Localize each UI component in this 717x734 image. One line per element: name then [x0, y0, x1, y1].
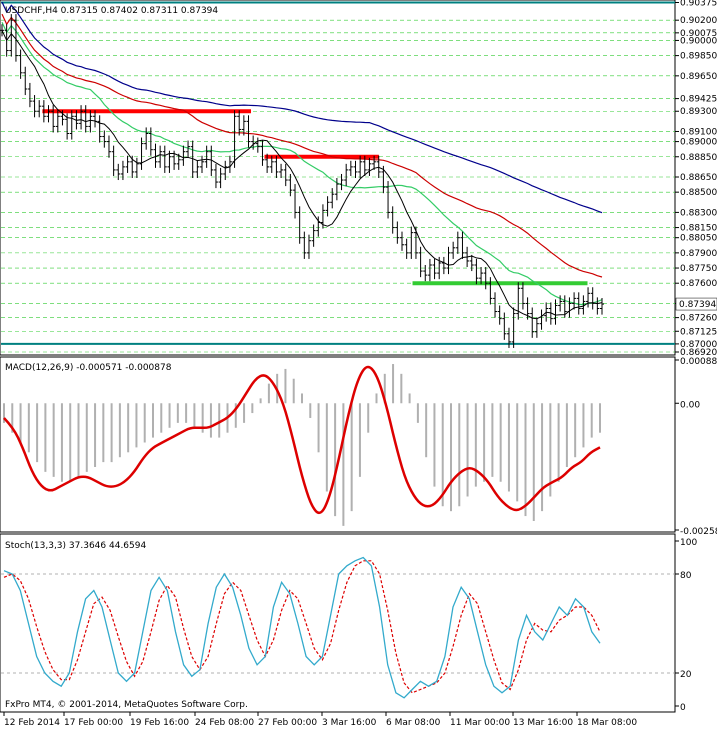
- time-label: 24 Feb 08:00: [195, 718, 254, 728]
- macd-signal-line: [3, 365, 601, 515]
- price-label: 0.88850: [680, 153, 717, 163]
- time-label: 6 Mar 08:00: [386, 718, 441, 728]
- stoch-label: 0: [680, 703, 686, 713]
- price-label: 0.89850: [680, 52, 717, 62]
- stoch-pane-title: Stoch(13,3,3) 37.3646 44.6594: [5, 541, 146, 551]
- ma-green-line: [1, 21, 603, 306]
- price-label: 0.89300: [680, 107, 717, 117]
- price-label: 0.89000: [680, 138, 717, 148]
- time-label: 18 Mar 08:00: [577, 718, 637, 728]
- stoch-pane[interactable]: [0, 533, 676, 713]
- time-label: 11 Mar 00:00: [450, 718, 510, 728]
- price-label: 0.87600: [680, 279, 717, 289]
- stoch-label: 100: [680, 538, 697, 548]
- time-label: 13 Mar 16:00: [513, 718, 573, 728]
- copyright-text: FxPro MT4, © 2001-2014, MetaQuotes Softw…: [5, 700, 248, 710]
- time-label: 3 Mar 16:00: [322, 718, 377, 728]
- macd-pane-title: MACD(12,26,9) -0.000571 -0.000878: [5, 363, 172, 373]
- price-pane[interactable]: [0, 0, 676, 356]
- price-label: 0.90375: [680, 0, 717, 8]
- price-label: 0.89425: [680, 95, 717, 105]
- price-label: 0.87000: [680, 340, 717, 350]
- price-label: 0.88300: [680, 208, 717, 218]
- time-label: 17 Feb 00:00: [64, 718, 123, 728]
- price-label: 0.87750: [680, 264, 717, 274]
- price-label: 0.87900: [680, 249, 717, 259]
- ma-red-line: [1, 13, 603, 278]
- price-label: 0.88500: [680, 188, 717, 198]
- stoch-signal-line: [3, 560, 601, 694]
- macd-label: -0.002584: [680, 527, 717, 537]
- stoch-main-line: [3, 556, 601, 699]
- time-label: 27 Feb 00:00: [258, 718, 317, 728]
- price-label: 0.87125: [680, 327, 717, 337]
- time-label: 19 Feb 16:00: [130, 718, 189, 728]
- stoch-label: 20: [680, 670, 692, 680]
- price-label: 0.90000: [680, 36, 717, 46]
- price-label: 0.89100: [680, 127, 717, 137]
- ma-blue-line: [1, 1, 603, 214]
- price-label: 0.88050: [680, 234, 717, 244]
- current-price-box: [675, 297, 717, 311]
- time-label: 12 Feb 2014: [4, 718, 60, 728]
- stoch-label: 80: [680, 571, 692, 581]
- price-label: 0.88650: [680, 173, 717, 183]
- ma-black-line: [1, 30, 603, 320]
- price-label: 0.86920: [680, 348, 717, 358]
- price-label: 0.88150: [680, 224, 717, 234]
- price-label: 0.87260: [680, 314, 717, 324]
- price-pane-title: USDCHF,H4 0.87315 0.87402 0.87311 0.8739…: [5, 6, 218, 16]
- current-price-label: 0.87394: [679, 300, 716, 310]
- price-label: 0.90075: [680, 29, 717, 39]
- macd-label: 0.000882: [680, 357, 717, 367]
- price-label: 0.90200: [680, 16, 717, 26]
- price-label: 0.89650: [680, 72, 717, 82]
- macd-label: 0.00: [680, 400, 700, 410]
- macd-pane[interactable]: [0, 356, 676, 533]
